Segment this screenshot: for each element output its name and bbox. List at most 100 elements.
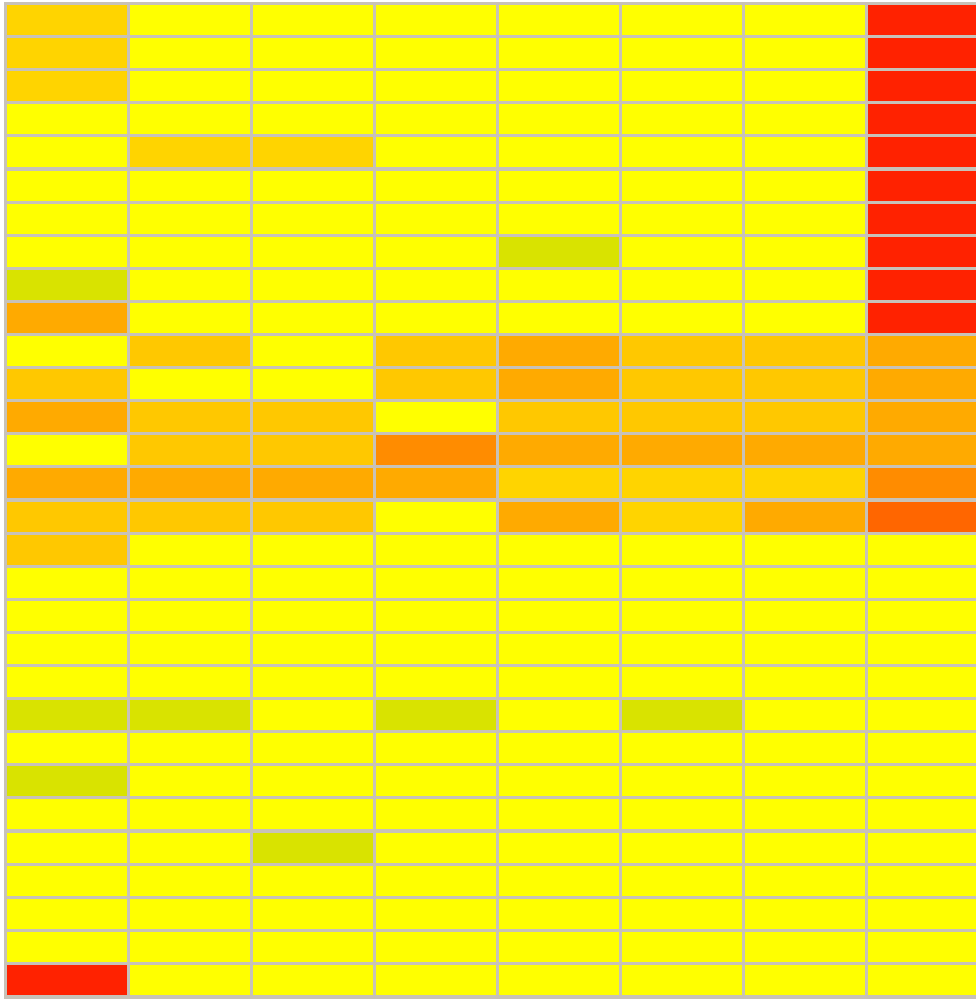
cell [7,832,127,863]
cell [376,964,496,995]
cell [7,369,127,400]
cell [130,534,250,565]
cell [253,236,373,267]
cell [745,667,865,697]
cell [253,302,373,333]
cell [745,302,865,333]
cell [7,71,127,102]
cell [7,567,127,598]
cell [499,964,619,995]
cell [499,600,619,631]
cell [868,435,976,466]
cell [253,766,373,797]
cell [499,435,619,466]
cell [622,799,742,830]
cell [376,766,496,797]
cell [622,435,742,466]
cell [868,336,976,366]
cell [868,236,976,267]
cell [7,667,127,697]
cell [745,931,865,962]
cell [376,534,496,565]
cell [745,898,865,929]
cell [253,435,373,466]
cell [376,567,496,598]
cell [745,236,865,267]
cell [499,104,619,135]
cell [7,203,127,234]
cell [868,832,976,863]
cell [7,865,127,896]
cell [499,534,619,565]
cell [622,898,742,929]
cell [622,931,742,962]
cell [499,302,619,333]
cell [745,501,865,532]
cell [376,733,496,764]
cell [253,931,373,962]
cell [7,501,127,532]
cell [868,104,976,135]
cell [499,898,619,929]
cell [253,5,373,35]
cell [868,865,976,896]
cell [499,269,619,300]
cell [130,501,250,532]
cell [130,799,250,830]
cell [868,667,976,697]
cell [376,468,496,499]
cell [130,667,250,697]
cell [7,336,127,366]
cell [499,137,619,168]
cell [868,501,976,532]
cell [499,5,619,35]
cell [499,170,619,201]
cell [130,5,250,35]
cell [130,865,250,896]
cell [253,534,373,565]
cell [130,170,250,201]
cell [745,435,865,466]
cell [622,633,742,664]
cell [499,203,619,234]
cell [622,766,742,797]
cell [130,302,250,333]
cell [7,302,127,333]
cell [376,667,496,697]
cell [253,137,373,168]
cell [7,633,127,664]
cell [376,336,496,366]
cell [499,468,619,499]
cell [7,766,127,797]
cell [130,567,250,598]
cell [745,369,865,400]
cell [868,600,976,631]
cell [376,865,496,896]
cell [130,137,250,168]
cell [253,501,373,532]
cell [253,964,373,995]
cell [622,468,742,499]
cell [376,898,496,929]
cell [745,5,865,35]
cell [376,5,496,35]
cell [868,766,976,797]
cell [499,733,619,764]
cell [253,104,373,135]
cell [376,931,496,962]
cell [130,336,250,366]
cell [499,501,619,532]
cell [499,865,619,896]
cell [253,865,373,896]
cell [745,71,865,102]
cell [745,799,865,830]
cell [868,733,976,764]
cell [745,865,865,896]
cell [622,501,742,532]
cell [376,799,496,830]
cell [868,38,976,69]
cell [622,269,742,300]
cell [376,38,496,69]
cell [253,402,373,433]
cell [622,5,742,35]
